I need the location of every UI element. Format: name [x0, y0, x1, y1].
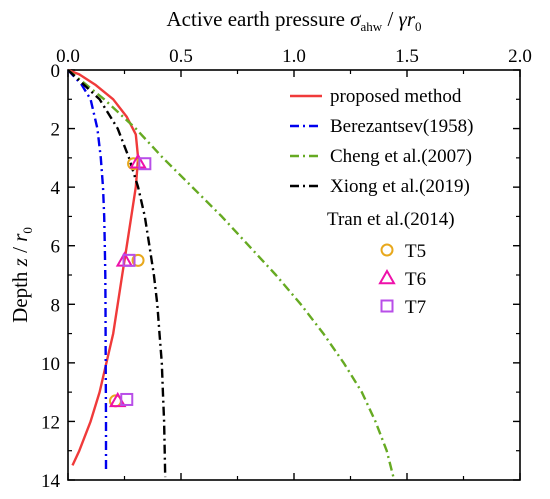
legend-label: Berezantsev(1958): [330, 116, 474, 137]
y-tick-label: 10: [41, 354, 60, 375]
y-tick-label: 8: [51, 295, 61, 316]
y-axis-title: Depth z / r0: [8, 227, 35, 323]
y-tick-label: 6: [51, 237, 61, 258]
series-marker-t7: [122, 253, 136, 267]
x-tick-label: 1.0: [282, 46, 306, 67]
series-line-berezantsev-1958: [67, 69, 108, 472]
y-tick-label: 0: [51, 61, 61, 82]
series-marker-t5: [131, 253, 145, 267]
x-tick-label: 1.5: [395, 46, 419, 67]
y-tick-label: 2: [51, 120, 61, 141]
x-tick-label: 0.5: [169, 46, 193, 67]
legend-label: Xiong et al.(2019): [330, 176, 470, 197]
legend: proposed method Berezantsev(1958) Cheng et…: [290, 86, 474, 318]
legend-label: T5: [405, 241, 426, 262]
legend-marker: [380, 299, 394, 313]
y-tick-label: 4: [51, 178, 61, 199]
series-marker-t7: [138, 157, 152, 171]
legend-marker: [380, 243, 394, 257]
x-tick-label: 0.0: [56, 46, 80, 67]
series-marker-t6: [129, 153, 147, 169]
series-line-xiong-et-al-2019: [67, 69, 167, 478]
legend-group-title: Tran et al.(2014): [327, 209, 455, 230]
series-line-cheng-et-al-2007: [67, 69, 395, 478]
x-tick-label: 2.0: [508, 46, 532, 67]
legend-label: T6: [405, 269, 426, 290]
series-line-proposed-method: [67, 68, 140, 466]
x-axis-title: Active earth pressure σahw / γr0: [167, 7, 422, 34]
y-tick-label: 12: [41, 412, 60, 433]
series-marker-t7: [120, 392, 134, 406]
legend-label: Cheng et al.(2007): [330, 146, 472, 167]
legend-marker: [378, 268, 396, 285]
legend-label: T7: [405, 297, 426, 318]
series-layer: [67, 68, 395, 478]
y-tick-label: 14: [41, 471, 61, 492]
legend-label: proposed method: [330, 86, 462, 107]
axes-layer: 0.0 0.5 1.0 1.5 2.0 0 2 4 6 8 10 12 14 Active earth p…: [8, 7, 532, 492]
